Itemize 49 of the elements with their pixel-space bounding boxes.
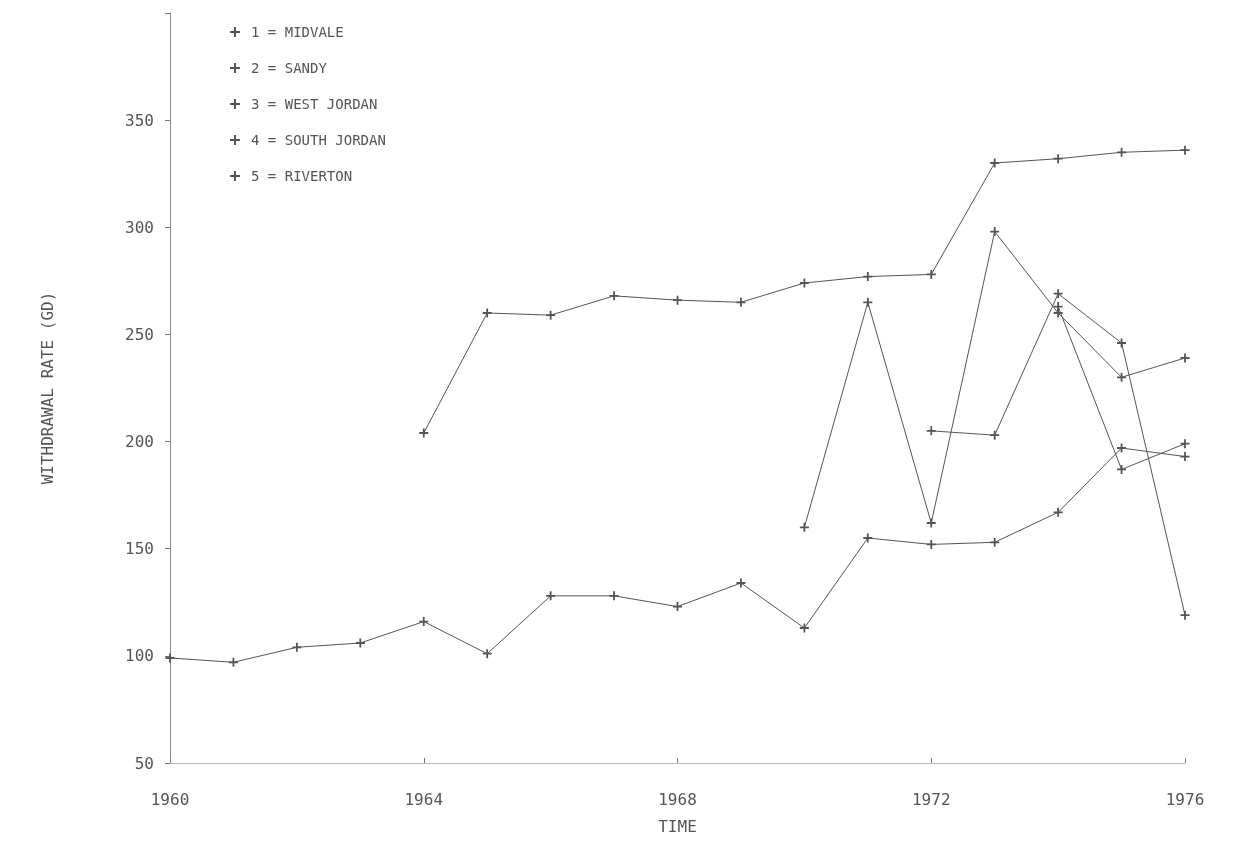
point [926,426,936,436]
legend-label: 1 = MIDVALE [251,24,344,40]
point [736,578,746,588]
point [926,518,936,528]
point [990,537,1000,547]
point [419,428,429,438]
point [1053,154,1063,164]
point [1180,439,1190,449]
y-tick-label: 150 [125,539,154,559]
x-axis-title: TIME [658,816,697,836]
point [736,297,746,307]
point [1180,145,1190,155]
point [1053,289,1063,299]
point [609,291,619,301]
point [482,308,492,318]
point [165,653,175,663]
point [1180,353,1190,363]
point [546,310,556,320]
point [355,638,365,648]
point [1053,308,1063,318]
point [799,623,809,633]
point [482,649,492,659]
y-tick-label: 200 [125,432,154,452]
point [292,642,302,652]
y-tick-label: 300 [125,217,154,237]
point [546,591,556,601]
y-tick-label: 350 [125,110,154,130]
y-tick-label: 250 [125,324,154,344]
legend-label: 4 = SOUTH JORDAN [251,132,386,148]
point [990,430,1000,440]
x-tick-label: 1964 [404,789,444,809]
point [799,278,809,288]
y-axis-title: WITHDRAWAL RATE (GD) [37,291,57,485]
x-tick-label: 1972 [911,789,951,809]
x-tick-label: 1976 [1165,789,1205,809]
legend-label: 5 = RIVERTON [251,168,353,184]
point [990,158,1000,168]
point [1180,610,1190,620]
point [609,591,619,601]
point [863,297,873,307]
point [1053,507,1063,517]
legend-label: 3 = WEST JORDAN [251,96,378,112]
y-tick-label: 50 [134,753,154,773]
x-tick-label: 1968 [658,789,697,809]
point [799,522,809,532]
point [863,533,873,543]
x-tick-label: 1960 [150,789,190,809]
y-tick-label: 100 [125,646,154,666]
legend-label: 2 = SANDY [251,60,328,76]
